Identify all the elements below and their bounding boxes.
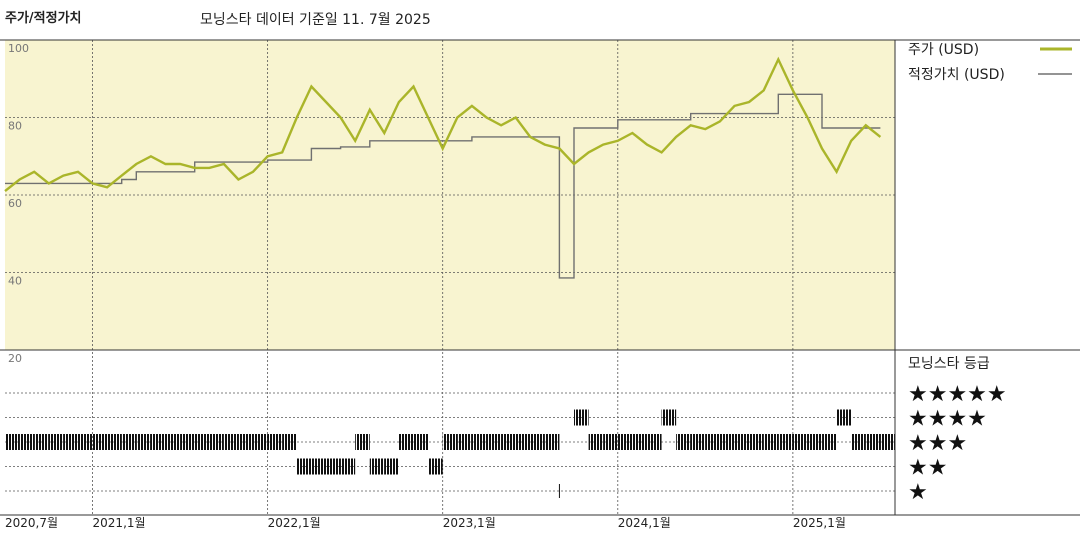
x-tick-label: 2023,1월 (443, 516, 496, 530)
rating-mark (19, 434, 35, 450)
rating-mark (836, 409, 852, 426)
rating-mark (530, 434, 545, 450)
rating-mark (253, 434, 268, 450)
x-tick-label: 2022,1월 (268, 516, 321, 530)
x-tick-label: 2024,1월 (618, 516, 671, 530)
rating-mark (325, 458, 341, 475)
y-tick-label: 40 (8, 275, 22, 288)
rating-mark (574, 409, 589, 426)
rating-label: ★★★ (908, 431, 967, 456)
x-tick-label: 2025,1월 (793, 516, 846, 530)
rating-mark (355, 434, 370, 450)
rating-mark (311, 458, 326, 475)
rating-mark (282, 434, 297, 450)
y-tick-label: 60 (8, 197, 22, 210)
rating-mark (209, 434, 224, 450)
rating-mark (369, 458, 385, 475)
rating-mark (749, 434, 764, 450)
rating-mark (442, 434, 458, 450)
rating-mark (705, 434, 720, 450)
rating-mark (544, 434, 560, 450)
rating-mark (5, 434, 20, 450)
rating-mark (632, 434, 647, 450)
series-line (4, 56, 882, 193)
rating-mark (676, 434, 691, 450)
rating-mark (690, 434, 706, 450)
rating-mark (194, 434, 210, 450)
chart-title: 주가/적정가치 (5, 10, 82, 26)
rating-mark (48, 434, 64, 450)
rating-mark (603, 434, 618, 450)
rating-mark (384, 458, 399, 475)
rating-mark (792, 434, 808, 450)
rating-mark (413, 434, 429, 450)
rating-mark (646, 434, 662, 450)
rating-mark (92, 434, 108, 450)
rating-mark (428, 458, 443, 475)
rating-mark (588, 434, 604, 450)
rating-mark (880, 434, 895, 450)
series-line (5, 93, 881, 279)
rating-mark (107, 434, 122, 450)
y-tick-label: 100 (8, 42, 29, 55)
rating-mark (223, 434, 239, 450)
rating-mark (63, 434, 78, 450)
rating-mark (778, 434, 793, 450)
rating-label: ★★ (908, 456, 947, 481)
rating-mark (296, 458, 312, 475)
rating-mark (267, 434, 283, 450)
rating-mark (501, 434, 516, 450)
legend-label: 적정가치 (USD) (908, 67, 1005, 83)
rating-mark (661, 409, 677, 426)
rating-mark (150, 434, 166, 450)
ratings-title: 모닝스타 등급 (908, 356, 990, 372)
y-tick-label: 80 (8, 120, 22, 133)
rating-mark (822, 434, 837, 450)
rating-mark (734, 434, 750, 450)
rating-mark (121, 434, 137, 450)
rating-mark (34, 434, 49, 450)
rating-mark (238, 434, 254, 450)
x-tick-label: 2020,7월 (5, 516, 58, 530)
marks (4, 56, 895, 498)
rating-mark (486, 434, 502, 450)
rating-mark (457, 434, 472, 450)
rating-mark (515, 434, 531, 450)
rating-mark (180, 434, 195, 450)
rating-mark (719, 434, 735, 450)
rating-mark (340, 458, 356, 475)
chart-subtitle: 모닝스타 데이터 기준일 11. 7월 2025 (200, 12, 431, 28)
legend-label: 주가 (USD) (908, 42, 979, 58)
rating-mark (398, 434, 414, 450)
y-tick-label: 20 (8, 352, 22, 365)
rating-mark (165, 434, 181, 450)
rating-label: ★ (908, 480, 928, 505)
rating-mark (851, 434, 866, 450)
rating-mark (617, 434, 633, 450)
rating-mark (136, 434, 151, 450)
rating-mark (807, 434, 823, 450)
rating-mark (77, 434, 93, 450)
rating-label: ★★★★ (908, 407, 987, 432)
rating-mark (865, 434, 881, 450)
rating-mark (471, 434, 487, 450)
rating-mark (763, 434, 779, 450)
rating-label: ★★★★★ (908, 382, 1007, 407)
x-tick-label: 2021,1월 (93, 516, 146, 530)
